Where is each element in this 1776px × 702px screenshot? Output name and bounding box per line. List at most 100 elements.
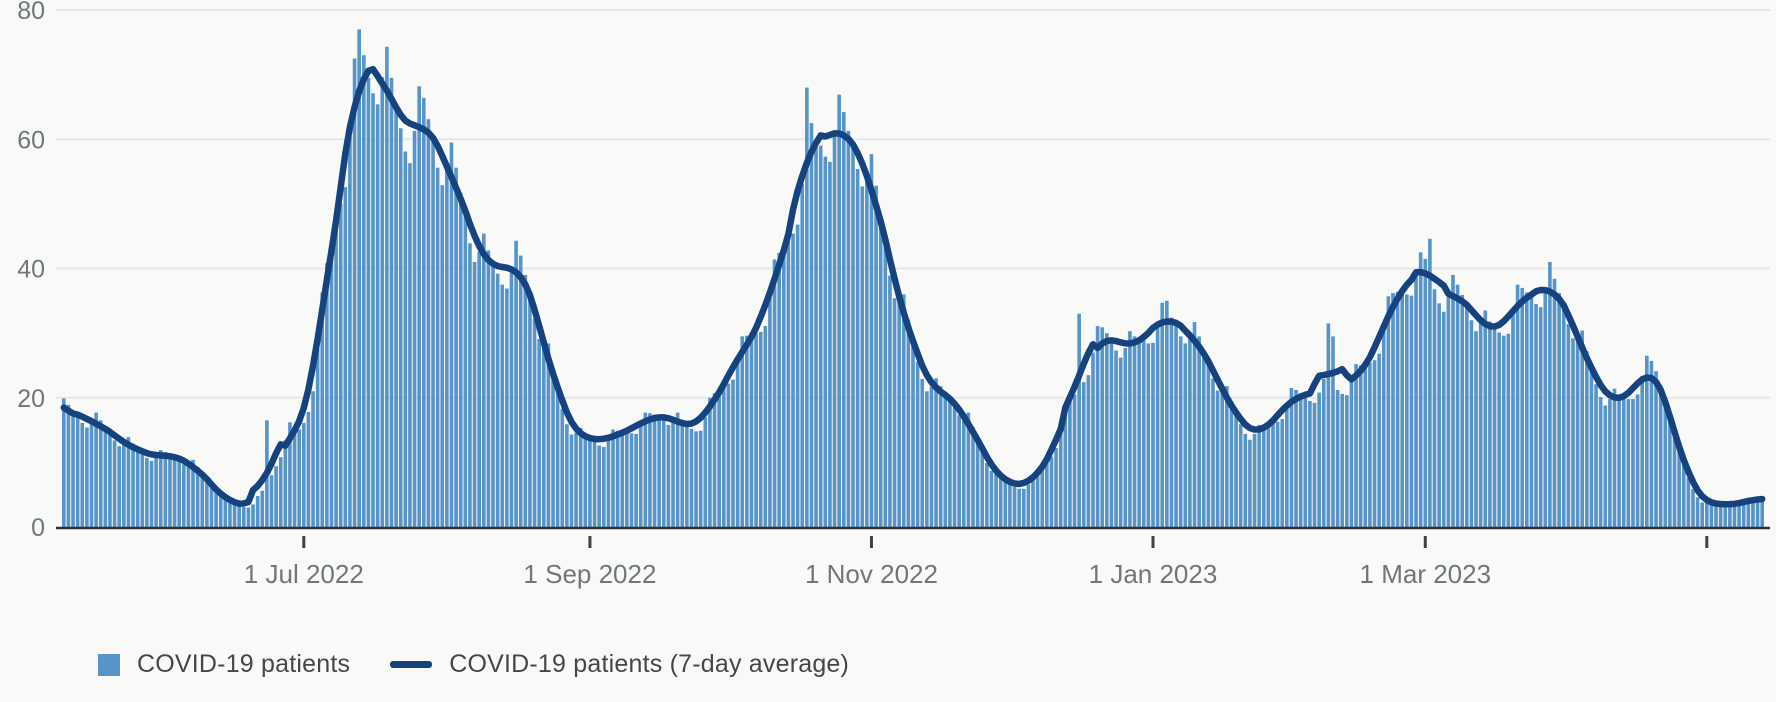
- daily-bar: [1188, 333, 1192, 527]
- daily-bar: [1691, 488, 1695, 527]
- daily-bar: [75, 415, 80, 527]
- daily-bar: [232, 503, 237, 527]
- daily-bar: [103, 427, 108, 527]
- daily-bar: [486, 250, 491, 527]
- daily-bar: [1146, 343, 1151, 527]
- daily-bar: [509, 267, 514, 527]
- daily-bar: [334, 218, 338, 527]
- daily-bar: [1298, 393, 1303, 527]
- daily-bar: [841, 112, 846, 528]
- y-axis-labels: 0 20 40 60 80: [17, 0, 45, 542]
- daily-bar: [1594, 384, 1598, 527]
- daily-bar: [1160, 302, 1165, 527]
- daily-bar: [588, 437, 592, 527]
- daily-bar: [181, 464, 186, 527]
- daily-bar: [1215, 390, 1220, 527]
- daily-bar: [865, 171, 869, 527]
- daily-bar: [237, 504, 241, 527]
- daily-bar: [560, 408, 565, 527]
- daily-bar: [394, 106, 398, 527]
- daily-bar: [754, 333, 758, 528]
- daily-bar: [66, 404, 71, 527]
- daily-bar: [1663, 403, 1668, 527]
- daily-bar: [652, 414, 657, 527]
- daily-bar: [338, 203, 343, 528]
- daily-bar: [1238, 424, 1243, 527]
- daily-bar: [818, 145, 823, 527]
- daily-bar: [1746, 501, 1751, 527]
- daily-bar: [241, 506, 246, 527]
- daily-bar: [1280, 419, 1285, 527]
- daily-bar: [297, 429, 301, 527]
- daily-bar: [583, 433, 588, 527]
- daily-bar: [1423, 258, 1428, 527]
- daily-bar: [1058, 430, 1063, 527]
- daily-bar: [177, 461, 181, 527]
- daily-bar: [920, 379, 925, 527]
- daily-bar: [1303, 395, 1308, 527]
- daily-bar: [800, 183, 805, 527]
- daily-bar: [1363, 365, 1368, 527]
- daily-bar: [1021, 488, 1026, 527]
- legend-line-label: COVID-19 patients (7-day average): [449, 650, 850, 678]
- daily-bar: [481, 233, 486, 527]
- daily-bar: [195, 466, 200, 527]
- x-axis-tick-label: 1 Mar 2023: [1360, 559, 1492, 589]
- daily-bar: [1428, 238, 1432, 527]
- daily-bar: [1506, 333, 1511, 527]
- daily-bar: [1488, 321, 1492, 527]
- daily-bar: [1741, 501, 1746, 527]
- daily-bar: [154, 455, 158, 527]
- daily-bar: [117, 446, 121, 527]
- daily-bar: [758, 331, 763, 527]
- daily-bar: [1534, 304, 1538, 527]
- daily-bar: [1345, 395, 1349, 527]
- daily-bar: [1095, 326, 1100, 527]
- daily-bar: [431, 141, 435, 527]
- daily-bar: [1608, 399, 1612, 527]
- y-axis-tick-label: 80: [17, 0, 45, 25]
- daily-bar: [463, 216, 468, 527]
- daily-bar: [1469, 320, 1474, 527]
- daily-bar: [1045, 462, 1049, 528]
- daily-bar: [689, 428, 694, 527]
- daily-bar: [1681, 461, 1686, 527]
- daily-bar: [980, 452, 985, 527]
- daily-bar: [1585, 351, 1589, 527]
- daily-bar: [1031, 475, 1035, 527]
- daily-bar: [1391, 293, 1395, 527]
- daily-bar: [731, 379, 735, 527]
- daily-bar: [1275, 421, 1280, 527]
- daily-bar: [1478, 322, 1483, 527]
- daily-bar: [1465, 305, 1469, 527]
- daily-bar: [361, 55, 366, 528]
- daily-bar: [666, 424, 671, 527]
- daily-bar: [131, 443, 135, 527]
- daily-bar: [1441, 311, 1446, 527]
- daily-bar: [1589, 369, 1594, 527]
- daily-bar: [943, 392, 948, 527]
- daily-bar: [417, 86, 421, 527]
- daily-bar: [1529, 296, 1534, 527]
- daily-bar: [1728, 505, 1732, 527]
- daily-bar: [1169, 317, 1174, 527]
- daily-bar: [957, 415, 961, 527]
- daily-bar: [1072, 394, 1077, 527]
- daily-bar: [528, 295, 532, 527]
- daily-bar: [855, 168, 860, 528]
- daily-bar: [1377, 353, 1381, 527]
- daily-bar: [708, 397, 712, 527]
- daily-bar: [555, 390, 560, 527]
- daily-bar: [94, 412, 98, 527]
- daily-bar: [786, 237, 791, 528]
- daily-bar: [491, 263, 495, 527]
- daily-bar: [745, 335, 749, 527]
- daily-bar: [874, 185, 878, 527]
- daily-bar: [283, 440, 288, 527]
- daily-bar: [352, 58, 357, 527]
- daily-bar: [1566, 324, 1571, 527]
- daily-bar: [145, 457, 149, 527]
- daily-bar: [860, 186, 865, 527]
- daily-bar: [832, 131, 837, 527]
